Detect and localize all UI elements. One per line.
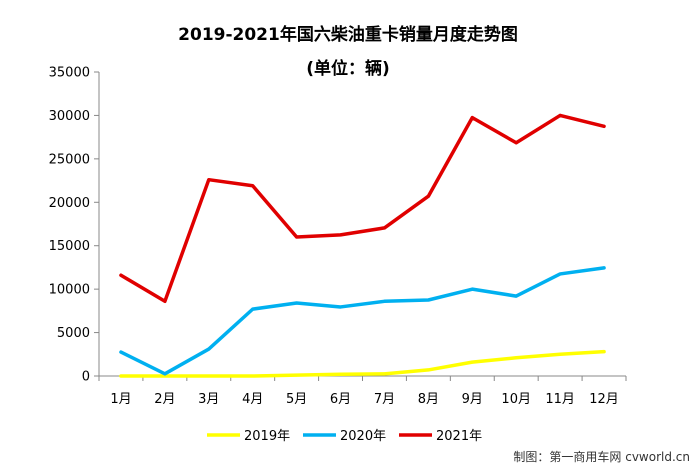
credit-text: 制图：第一商用车网 cvworld.cn [513, 449, 690, 464]
data-point [470, 287, 474, 291]
data-point [558, 272, 562, 276]
legend-label-3: 2021年 [436, 429, 482, 444]
series-line-3 [119, 113, 606, 304]
x-tick-label: 4月 [242, 392, 263, 407]
data-point [163, 372, 167, 376]
data-point [426, 298, 430, 302]
data-point [339, 305, 343, 309]
data-point [558, 352, 562, 356]
data-point [514, 141, 518, 145]
x-tick-label: 10月 [501, 392, 531, 407]
data-point [426, 368, 430, 372]
chart-subtitle: (单位：辆) [306, 58, 390, 79]
chart-title: 2019-2021年国六柴油重卡销量月度走势图 [178, 24, 518, 45]
data-point [339, 372, 343, 376]
x-tick-label: 9月 [462, 392, 483, 407]
data-point [251, 374, 255, 378]
data-point [163, 299, 167, 303]
y-tick-label: 0 [82, 370, 90, 385]
series-line-1 [119, 349, 606, 378]
y-tick-label: 10000 [49, 283, 90, 298]
y-tick-label: 30000 [49, 109, 90, 124]
y-tick-label: 15000 [49, 239, 90, 254]
x-tick-label: 11月 [545, 392, 575, 407]
legend: 2019年 2020年 2021年 [207, 429, 482, 444]
x-tick-label: 7月 [374, 392, 395, 407]
data-point [470, 360, 474, 364]
data-point [470, 116, 474, 120]
data-point [251, 184, 255, 188]
x-tick-label: 12月 [589, 392, 619, 407]
legend-label-1: 2019年 [244, 429, 290, 444]
data-point [295, 373, 299, 377]
x-tick-label: 1月 [110, 392, 131, 407]
legend-label-2: 2020年 [340, 429, 386, 444]
x-tick-label: 5月 [286, 392, 307, 407]
data-point [602, 266, 606, 270]
y-tick-label: 25000 [49, 152, 90, 167]
data-point [602, 350, 606, 354]
y-tick-label: 5000 [57, 326, 90, 341]
data-point [119, 350, 123, 354]
data-point [602, 124, 606, 128]
data-point [426, 194, 430, 198]
data-point [295, 235, 299, 239]
data-point [558, 113, 562, 117]
data-point [382, 372, 386, 376]
y-axis-ticks: 0 5000 10000 15000 20000 25000 30000 35000 [49, 66, 99, 385]
x-axis-ticks: 1月 2月 3月 4月 5月 6月 7月 8月 9月 10月 11月 12月 [98, 376, 627, 407]
data-point [382, 226, 386, 230]
x-tick-label: 6月 [330, 392, 351, 407]
data-point [382, 299, 386, 303]
y-tick-label: 20000 [49, 196, 90, 211]
data-point [119, 374, 123, 378]
data-point [207, 374, 211, 378]
x-tick-label: 2月 [154, 392, 175, 407]
x-tick-label: 3月 [198, 392, 219, 407]
data-point [339, 233, 343, 237]
data-point [207, 178, 211, 182]
y-tick-label: 35000 [49, 66, 90, 81]
series-lines [119, 113, 606, 378]
data-point [251, 307, 255, 311]
series-line-2 [119, 266, 606, 376]
data-point [119, 273, 123, 277]
x-tick-label: 8月 [418, 392, 439, 407]
data-point [207, 347, 211, 351]
data-point [295, 301, 299, 305]
data-point [514, 356, 518, 360]
data-point [514, 294, 518, 298]
